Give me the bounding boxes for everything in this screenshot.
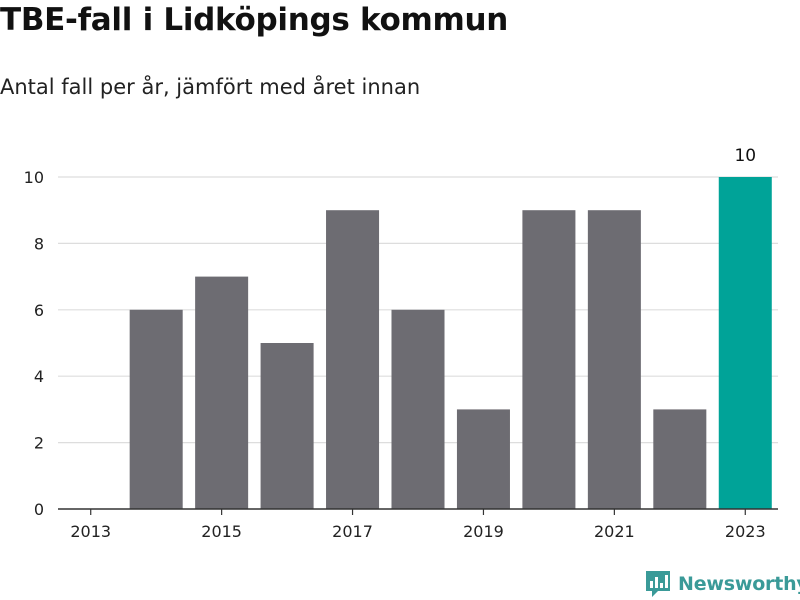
bar-2017: [326, 210, 380, 509]
y-tick-label: 0: [34, 500, 44, 519]
x-tick-label: 2013: [70, 522, 111, 541]
data-label-2023: 10: [734, 146, 756, 166]
labels: 0 2 4 6 8 10 2013 2015 2017 2019 2021 2023 10: [24, 146, 766, 541]
y-tick-label: 8: [34, 234, 44, 253]
bars: [129, 177, 772, 509]
x-tick-label: 2015: [201, 522, 242, 541]
x-tick-label: 2021: [594, 522, 635, 541]
newsworthy-brand: Newsworthy: [644, 569, 800, 599]
y-tick-label: 2: [34, 434, 44, 453]
chart-subtitle: Antal fall per år, jämfört med året inna…: [0, 75, 421, 99]
bar-2014: [129, 309, 183, 509]
y-tick-label: 6: [34, 301, 44, 320]
bar-2019: [456, 409, 510, 509]
bar-2016: [260, 343, 314, 509]
bar-2020: [522, 210, 576, 509]
x-tick-label: 2023: [725, 522, 766, 541]
x-tick-label: 2017: [332, 522, 373, 541]
chart-title: TBE-fall i Lidköpings kommun: [0, 2, 509, 38]
bar-2018: [391, 309, 445, 509]
bar-2023: [718, 177, 772, 509]
brand-name: Newsworthy: [678, 573, 800, 595]
axes: [58, 508, 778, 515]
y-tick-label: 4: [34, 367, 44, 386]
y-tick-label: 10: [24, 168, 44, 187]
x-tick-label: 2019: [463, 522, 504, 541]
bar-2021: [587, 210, 641, 509]
bar-2015: [195, 276, 249, 509]
newsworthy-logo-icon: [646, 571, 670, 597]
bar-2022: [653, 409, 707, 509]
